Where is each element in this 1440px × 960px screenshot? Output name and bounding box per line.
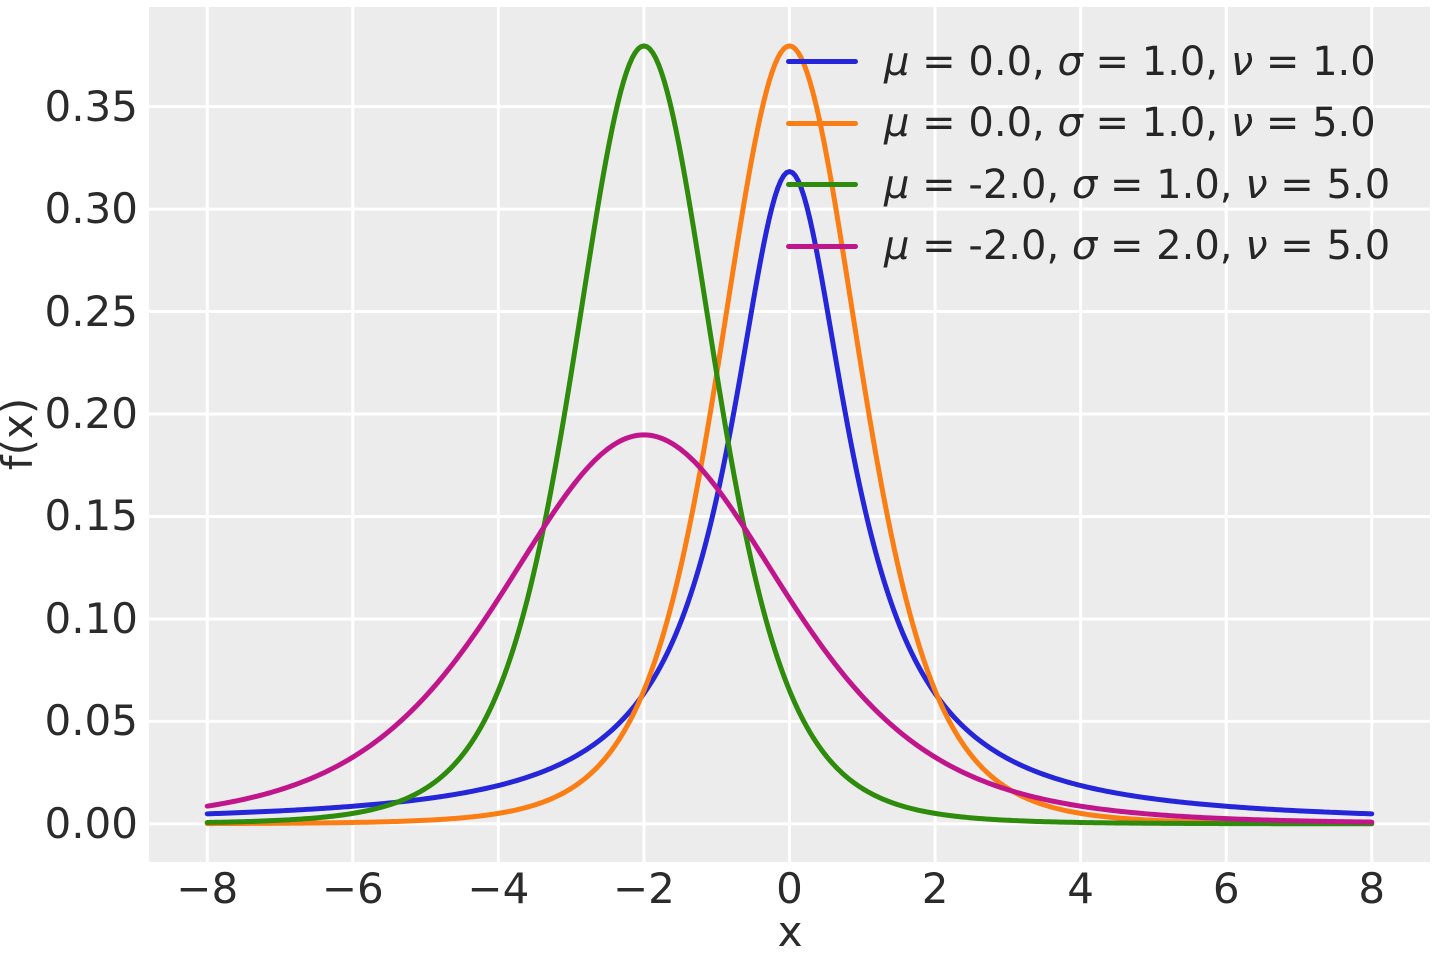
- legend-line-sample: [786, 243, 858, 249]
- x-tick-label: 0: [776, 864, 803, 913]
- legend-line-sample: [786, 120, 858, 126]
- curve-series-3: [204, 432, 1375, 825]
- y-tick-label: 0.25: [44, 286, 138, 336]
- x-tick-label: −6: [321, 864, 384, 913]
- y-axis-label: f(x): [0, 397, 42, 471]
- x-tick-label: 4: [1067, 864, 1094, 913]
- y-tick-label: 0.05: [44, 696, 138, 746]
- x-tick-label: 6: [1212, 864, 1240, 913]
- curve-series-2: [204, 43, 1375, 827]
- y-tick-label: 0.30: [44, 184, 138, 234]
- x-axis-label: x: [777, 907, 803, 956]
- x-tick-label: −4: [467, 864, 530, 913]
- legend-entry: μ = 0.0, σ = 1.0, ν = 1.0: [786, 31, 1390, 93]
- x-tick-label: 8: [1358, 864, 1386, 913]
- y-tick-label: 0.00: [44, 798, 138, 848]
- y-tick-label: 0.10: [44, 593, 138, 643]
- x-tick-label: 2: [921, 864, 949, 913]
- legend-entry: μ = -2.0, σ = 2.0, ν = 5.0: [786, 216, 1390, 278]
- legend-line-sample: [786, 182, 858, 188]
- legend-line-sample: [786, 59, 858, 65]
- legend-entry: μ = 0.0, σ = 1.0, ν = 5.0: [786, 93, 1390, 155]
- x-tick-label: −8: [176, 864, 239, 913]
- legend-label: μ = 0.0, σ = 1.0, ν = 5.0: [884, 100, 1376, 147]
- legend-label: μ = 0.0, σ = 1.0, ν = 1.0: [884, 38, 1376, 85]
- legend-entry: μ = -2.0, σ = 1.0, ν = 5.0: [786, 154, 1390, 216]
- y-tick-label: 0.20: [44, 389, 138, 438]
- y-tick-label: 0.15: [44, 491, 138, 541]
- legend: μ = 0.0, σ = 1.0, ν = 1.0 μ = 0.0, σ = 1.…: [786, 31, 1390, 277]
- y-tick-label: 0.35: [44, 81, 138, 131]
- legend-label: μ = -2.0, σ = 2.0, ν = 5.0: [884, 223, 1391, 270]
- x-tick-label: −2: [612, 864, 675, 913]
- legend-label: μ = -2.0, σ = 1.0, ν = 5.0: [884, 161, 1391, 208]
